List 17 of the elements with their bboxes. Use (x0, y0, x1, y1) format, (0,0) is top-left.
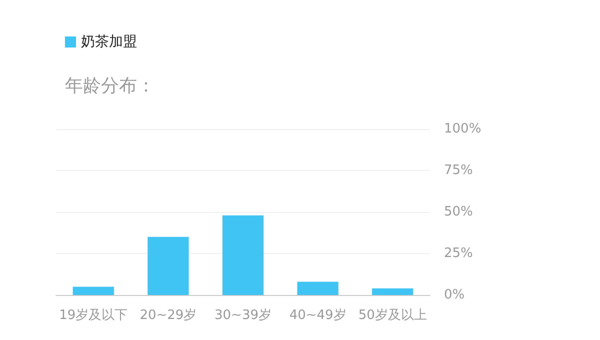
bar (148, 236, 189, 295)
bar (222, 215, 264, 295)
y-tick-label: 100% (444, 122, 482, 136)
x-tick-label: 20~29岁 (140, 308, 197, 323)
y-tick-label: 25% (444, 246, 473, 261)
x-tick-label: 30~39岁 (214, 308, 272, 323)
bar (372, 288, 414, 295)
legend-label: 奶茶加盟 (81, 34, 137, 50)
bar (72, 286, 114, 295)
bar (297, 282, 338, 295)
x-tick-label: 50岁及以上 (358, 308, 427, 323)
y-tick-label: 0% (444, 288, 465, 302)
y-tick-label: 75% (444, 163, 473, 178)
x-tick-label: 40~49岁 (289, 308, 346, 323)
x-tick-label: 19岁及以下 (59, 308, 128, 323)
y-tick-label: 50% (444, 204, 473, 220)
chart-title: 年龄分布： (65, 76, 155, 96)
